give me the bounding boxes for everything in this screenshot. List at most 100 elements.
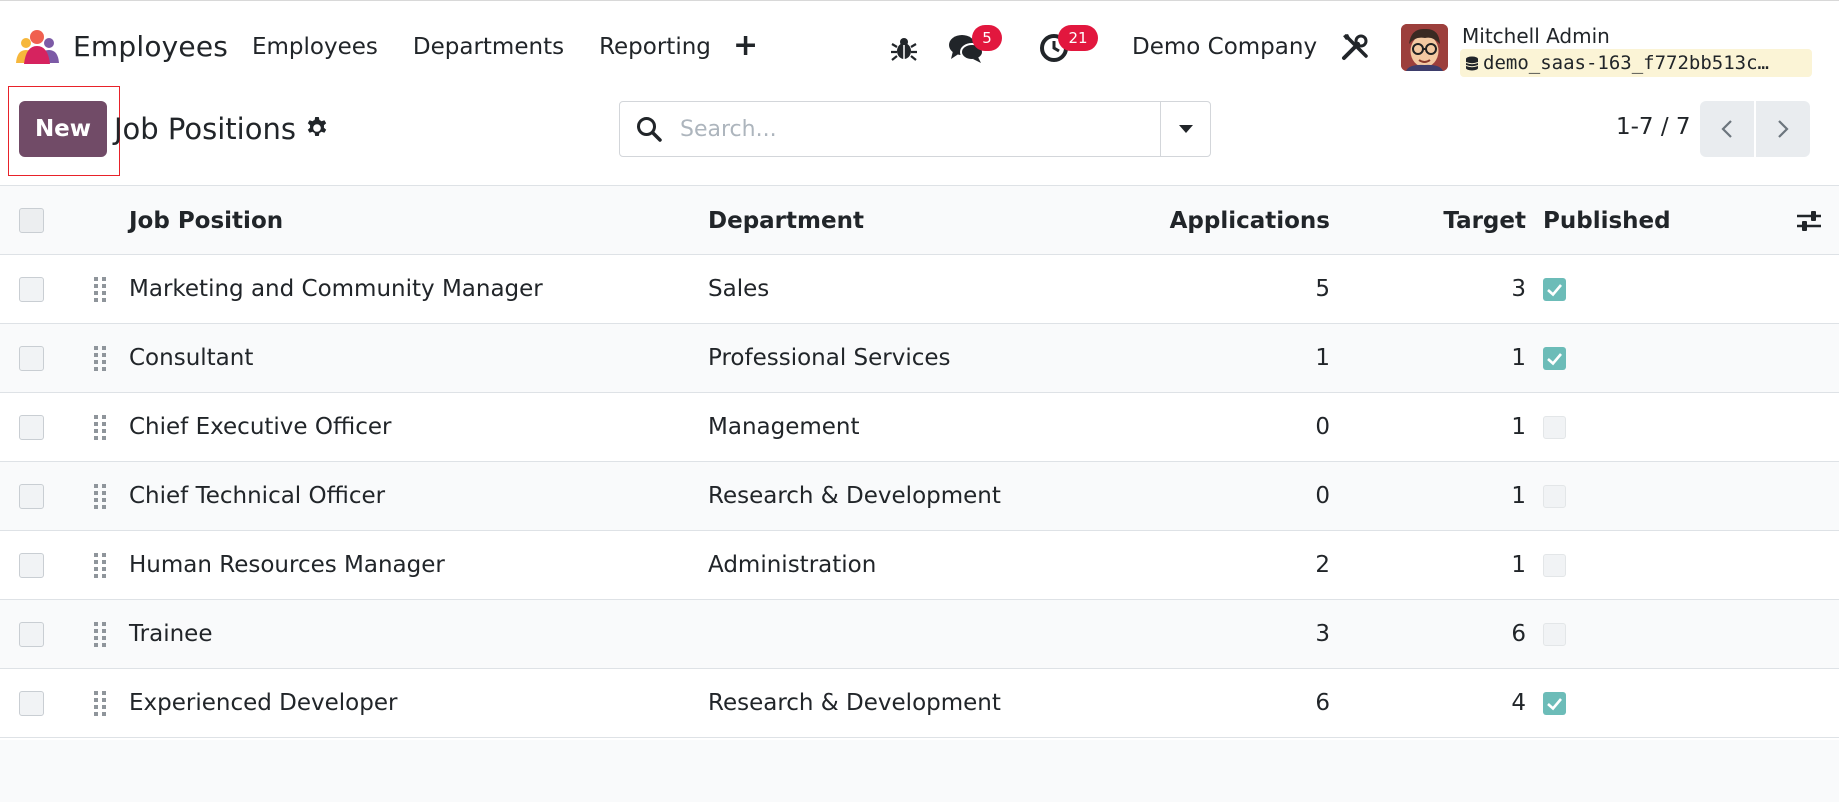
menu-employees[interactable]: Employees xyxy=(252,34,378,60)
drag-handle-icon[interactable] xyxy=(93,276,107,302)
menu-departments[interactable]: Departments xyxy=(412,34,565,60)
top-border xyxy=(0,0,1839,6)
published-checkbox-checked[interactable] xyxy=(1543,347,1566,370)
menu-reporting[interactable]: Reporting xyxy=(599,34,711,60)
database-icon xyxy=(1466,56,1478,71)
row-checkbox[interactable] xyxy=(19,277,44,302)
chat-count-badge: 5 xyxy=(972,25,1002,51)
applications-count: 6 xyxy=(1315,690,1330,716)
job-position-name[interactable]: Human Resources Manager xyxy=(129,552,445,578)
activity-count-badge: 21 xyxy=(1058,25,1098,51)
drag-handle-icon[interactable] xyxy=(93,690,107,716)
avatar[interactable] xyxy=(1401,24,1448,71)
table-row[interactable]: Marketing and Community Manager Sales 5 3 xyxy=(0,255,1839,324)
bug-icon[interactable] xyxy=(890,34,918,62)
applications-count: 3 xyxy=(1315,621,1330,647)
header-published[interactable]: Published xyxy=(1543,208,1671,234)
applications-count: 5 xyxy=(1315,276,1330,302)
table-header: Job Position Department Applications Tar… xyxy=(0,185,1839,255)
search-bar xyxy=(619,101,1211,157)
drag-handle-icon[interactable] xyxy=(93,414,107,440)
job-position-name[interactable]: Marketing and Community Manager xyxy=(129,276,543,302)
published-checkbox-unchecked[interactable] xyxy=(1543,485,1566,508)
department-name[interactable]: Professional Services xyxy=(708,345,951,371)
row-checkbox[interactable] xyxy=(19,484,44,509)
company-switcher[interactable]: Demo Company xyxy=(1132,34,1318,60)
row-checkbox[interactable] xyxy=(19,553,44,578)
caret-down-icon xyxy=(1179,125,1193,133)
target-count: 6 xyxy=(1511,621,1526,647)
optional-columns-icon[interactable] xyxy=(1796,209,1822,233)
table-row[interactable]: Consultant Professional Services 1 1 xyxy=(0,324,1839,393)
row-checkbox[interactable] xyxy=(19,346,44,371)
applications-count: 0 xyxy=(1315,414,1330,440)
new-button-highlight xyxy=(8,86,120,176)
department-name[interactable]: Administration xyxy=(708,552,877,578)
search-icon[interactable] xyxy=(636,116,662,142)
header-department[interactable]: Department xyxy=(708,208,864,234)
row-checkbox[interactable] xyxy=(19,691,44,716)
database-tag: demo_saas-163_f772bb513c… xyxy=(1460,49,1812,77)
header-applications[interactable]: Applications xyxy=(1169,208,1330,234)
job-position-name[interactable]: Experienced Developer xyxy=(129,690,398,716)
menu-add-button[interactable]: + xyxy=(733,28,759,63)
department-name[interactable]: Research & Development xyxy=(708,690,1001,716)
job-position-name[interactable]: Chief Executive Officer xyxy=(129,414,392,440)
select-all-checkbox[interactable] xyxy=(19,208,44,233)
table-row[interactable]: Chief Executive Officer Management 0 1 xyxy=(0,393,1839,462)
employees-app-icon[interactable] xyxy=(14,29,60,65)
user-name[interactable]: Mitchell Admin xyxy=(1462,24,1610,48)
job-positions-table: Job Position Department Applications Tar… xyxy=(0,185,1839,738)
table-body: Marketing and Community Manager Sales 5 3 Co… xyxy=(0,255,1839,738)
chevron-right-icon xyxy=(1778,120,1789,138)
published-checkbox-checked[interactable] xyxy=(1543,692,1566,715)
pager-next-button[interactable] xyxy=(1756,101,1810,157)
department-name[interactable]: Management xyxy=(708,414,860,440)
search-input[interactable] xyxy=(680,112,1140,146)
row-checkbox[interactable] xyxy=(19,622,44,647)
chevron-left-icon xyxy=(1721,120,1732,138)
header-target[interactable]: Target xyxy=(1443,208,1526,234)
published-checkbox-unchecked[interactable] xyxy=(1543,554,1566,577)
department-name[interactable]: Sales xyxy=(708,276,770,302)
pager-value[interactable]: 1-7 / 7 xyxy=(1616,114,1691,140)
pager-previous-button[interactable] xyxy=(1700,101,1754,157)
job-position-name[interactable]: Chief Technical Officer xyxy=(129,483,386,509)
applications-count: 1 xyxy=(1315,345,1330,371)
table-row[interactable]: Experienced Developer Research & Developm… xyxy=(0,669,1839,738)
job-position-name[interactable]: Trainee xyxy=(129,621,213,647)
drag-handle-icon[interactable] xyxy=(93,483,107,509)
applications-count: 0 xyxy=(1315,483,1330,509)
header-job-position[interactable]: Job Position xyxy=(129,208,284,234)
app-name[interactable]: Employees xyxy=(73,30,229,63)
drag-handle-icon[interactable] xyxy=(93,621,107,647)
chat-icon[interactable] xyxy=(948,33,984,65)
table-row[interactable]: Chief Technical Officer Research & Develo… xyxy=(0,462,1839,531)
page-title: Job Positions xyxy=(114,112,296,146)
empty-area xyxy=(0,740,1839,802)
applications-count: 2 xyxy=(1315,552,1330,578)
table-row[interactable]: Human Resources Manager Administration 2 1 xyxy=(0,531,1839,600)
search-options-toggle[interactable] xyxy=(1160,102,1210,156)
navbar: Employees Employees Departments Reportin… xyxy=(0,6,1839,84)
tools-icon[interactable] xyxy=(1340,32,1370,62)
new-button[interactable]: New xyxy=(19,101,107,157)
table-row[interactable]: Trainee 3 6 xyxy=(0,600,1839,669)
target-count: 4 xyxy=(1511,690,1526,716)
published-checkbox-unchecked[interactable] xyxy=(1543,416,1566,439)
drag-handle-icon[interactable] xyxy=(93,552,107,578)
job-position-name[interactable]: Consultant xyxy=(129,345,254,371)
published-checkbox-checked[interactable] xyxy=(1543,278,1566,301)
department-name[interactable]: Research & Development xyxy=(708,483,1001,509)
target-count: 1 xyxy=(1511,414,1526,440)
published-checkbox-unchecked[interactable] xyxy=(1543,623,1566,646)
row-checkbox[interactable] xyxy=(19,415,44,440)
drag-handle-icon[interactable] xyxy=(93,345,107,371)
main-menu: Employees Departments Reporting xyxy=(252,34,746,60)
gear-icon[interactable] xyxy=(305,116,329,140)
target-count: 3 xyxy=(1511,276,1526,302)
target-count: 1 xyxy=(1511,552,1526,578)
target-count: 1 xyxy=(1511,345,1526,371)
target-count: 1 xyxy=(1511,483,1526,509)
database-name: demo_saas-163_f772bb513c… xyxy=(1483,52,1769,74)
